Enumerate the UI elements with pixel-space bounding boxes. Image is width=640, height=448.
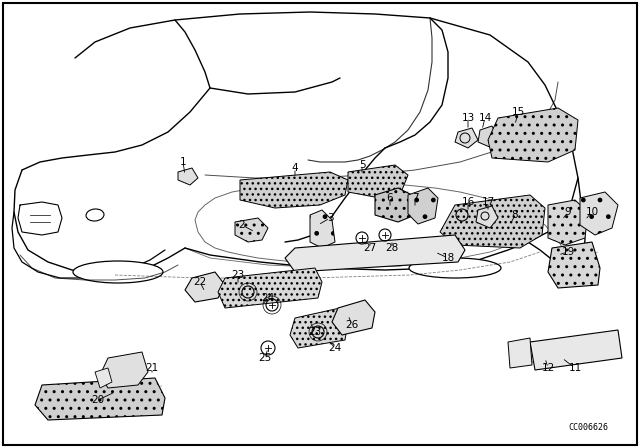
Polygon shape: [488, 108, 578, 162]
Text: 9: 9: [564, 207, 572, 217]
Text: 7: 7: [412, 193, 419, 203]
Text: 10: 10: [586, 207, 598, 217]
Text: 24: 24: [261, 293, 275, 303]
Text: 20: 20: [92, 395, 104, 405]
Polygon shape: [310, 210, 335, 248]
Polygon shape: [185, 272, 225, 302]
Text: CC006626: CC006626: [568, 423, 608, 432]
Polygon shape: [375, 188, 415, 222]
Polygon shape: [440, 195, 545, 248]
Text: 17: 17: [481, 197, 495, 207]
Text: 27: 27: [364, 243, 376, 253]
Polygon shape: [455, 128, 478, 148]
Polygon shape: [240, 172, 348, 208]
Polygon shape: [285, 235, 465, 272]
Polygon shape: [548, 242, 600, 288]
Polygon shape: [332, 300, 375, 335]
Text: 8: 8: [512, 210, 518, 220]
Text: 28: 28: [385, 243, 399, 253]
Polygon shape: [178, 168, 198, 185]
Polygon shape: [100, 352, 148, 388]
Text: 15: 15: [511, 107, 525, 117]
Text: 12: 12: [541, 363, 555, 373]
Text: 21: 21: [145, 363, 159, 373]
Text: 23: 23: [308, 327, 322, 337]
Ellipse shape: [409, 258, 501, 278]
Text: 25: 25: [259, 353, 271, 363]
Text: 14: 14: [478, 113, 492, 123]
Polygon shape: [580, 192, 618, 235]
Text: 26: 26: [346, 320, 358, 330]
Polygon shape: [95, 368, 112, 388]
Text: 2: 2: [239, 220, 245, 230]
Text: 1: 1: [180, 157, 186, 167]
Text: 22: 22: [193, 277, 207, 287]
Polygon shape: [548, 200, 588, 245]
Polygon shape: [235, 218, 268, 242]
Ellipse shape: [73, 261, 163, 283]
Text: 6: 6: [387, 193, 394, 203]
Ellipse shape: [86, 209, 104, 221]
Polygon shape: [530, 330, 622, 370]
Text: 13: 13: [461, 113, 475, 123]
Text: 24: 24: [328, 343, 342, 353]
Text: 3: 3: [326, 213, 333, 223]
Text: 18: 18: [442, 253, 454, 263]
Text: 11: 11: [568, 363, 582, 373]
Polygon shape: [408, 188, 438, 224]
Polygon shape: [348, 165, 408, 198]
Text: 23: 23: [232, 270, 244, 280]
Text: 4: 4: [292, 163, 298, 173]
Polygon shape: [218, 268, 322, 308]
Polygon shape: [508, 338, 532, 368]
Text: 19: 19: [561, 247, 575, 257]
Polygon shape: [476, 206, 498, 228]
Polygon shape: [290, 308, 348, 348]
Polygon shape: [478, 126, 498, 148]
Polygon shape: [35, 378, 165, 420]
Text: 5: 5: [358, 160, 365, 170]
Text: 16: 16: [461, 197, 475, 207]
